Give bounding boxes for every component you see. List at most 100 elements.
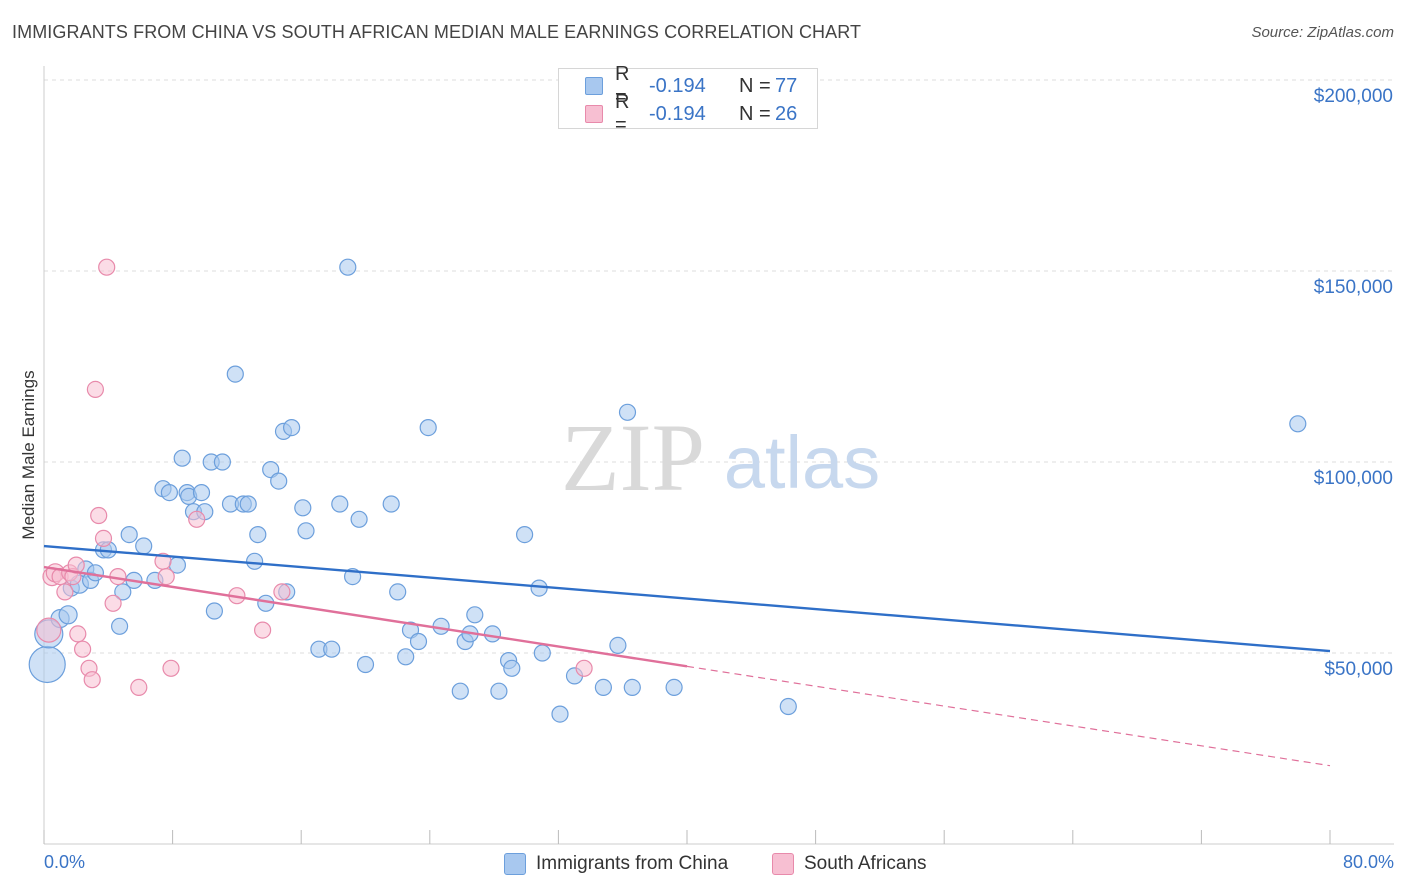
china-point — [294, 499, 312, 517]
china-point — [323, 640, 341, 658]
x-axis-min-label: 0.0% — [44, 852, 86, 872]
china-point — [409, 632, 428, 651]
south-african-point — [130, 678, 148, 697]
china-point — [350, 510, 368, 528]
south-african-point — [157, 567, 175, 586]
south-african-point — [162, 659, 180, 677]
south-african-point — [56, 583, 74, 601]
china-point — [515, 525, 534, 544]
legend-n-value: 77 — [775, 74, 798, 97]
south-african-point — [83, 671, 101, 689]
china-point — [297, 522, 315, 540]
source-credit: Source: ZipAtlas.com — [1251, 24, 1394, 41]
gridlines — [44, 79, 1394, 654]
correlation-legend: R = -0.194 N = 77 R = -0.194 N = 26 — [558, 63, 818, 136]
china-point — [451, 682, 469, 700]
china-point — [239, 495, 257, 513]
points — [28, 258, 1307, 723]
south-african-point — [73, 640, 92, 658]
bottom-legend-swatch-south-africans — [772, 853, 794, 875]
trend-lines — [43, 544, 1331, 767]
china-point — [623, 678, 641, 697]
axes — [43, 66, 1394, 845]
legend-r-value: -0.194 — [649, 74, 706, 97]
china-point — [270, 472, 288, 490]
china-point — [135, 537, 153, 555]
south-african-point — [86, 380, 105, 398]
south-african-point — [273, 583, 291, 601]
bottom-legend-south-africans: South Africans — [772, 852, 927, 876]
china-point — [58, 605, 78, 625]
south-african-point — [104, 594, 122, 612]
china-point — [339, 258, 357, 276]
legend-r-label: R = — [615, 63, 630, 108]
watermark-atlas: atlas — [724, 421, 880, 504]
china-point — [120, 525, 138, 544]
china-point — [397, 648, 415, 666]
china-point — [779, 697, 797, 716]
china-point — [213, 453, 231, 471]
legend-n-value: 26 — [775, 102, 798, 125]
south-african-point — [254, 621, 272, 639]
legend-swatch-south-africans — [585, 105, 603, 123]
china-point — [1289, 415, 1307, 433]
china-point — [110, 617, 129, 635]
south-african-point — [90, 506, 108, 525]
south-african-point — [69, 625, 87, 643]
china-point — [609, 636, 627, 655]
china-point — [331, 495, 349, 513]
x-axis-max-label: 80.0% — [1342, 852, 1394, 872]
legend-n-label: N = — [739, 102, 771, 125]
y-tick-label: $200,000 — [1313, 86, 1393, 107]
china-point — [249, 525, 267, 544]
chart-title: IMMIGRANTS FROM CHINA VS SOUTH AFRICAN M… — [12, 22, 862, 42]
china-point — [283, 419, 301, 437]
china-trend-line — [43, 544, 1331, 653]
bottom-legend-label: South Africans — [804, 853, 927, 874]
china-point — [160, 484, 178, 502]
south-african-trend-line — [43, 565, 688, 668]
china-point — [466, 606, 484, 624]
watermark-zip: ZIP — [561, 404, 705, 511]
south-african-point — [188, 510, 206, 528]
south-african-point — [36, 617, 62, 643]
south-african-trend-extension — [686, 665, 1331, 767]
legend-row-china: R = -0.194 N = 77 — [585, 63, 798, 108]
legend-row-south-africans: R = -0.194 N = 26 — [585, 91, 798, 136]
china-point — [28, 645, 66, 684]
china-point — [594, 678, 613, 697]
china-point — [483, 625, 502, 643]
china-point — [618, 403, 637, 421]
china-point — [382, 495, 400, 513]
china-point — [246, 552, 264, 570]
china-point — [665, 678, 683, 697]
china-point — [173, 449, 191, 467]
china-point — [419, 419, 437, 437]
china-point — [192, 484, 211, 502]
bottom-legend-china: Immigrants from China — [504, 852, 728, 876]
y-tick-label: $50,000 — [1324, 659, 1393, 680]
y-tick-label: $150,000 — [1313, 277, 1393, 298]
bottom-legend-label: Immigrants from China — [536, 853, 729, 874]
china-point — [86, 564, 105, 582]
bottom-legend-swatch-china — [504, 853, 526, 875]
china-point — [432, 617, 450, 635]
y-axis-label: Median Male Earnings — [19, 370, 38, 540]
china-point — [114, 583, 132, 601]
china-point — [205, 602, 223, 620]
china-point — [503, 659, 521, 677]
china-point — [356, 655, 375, 674]
legend-r-value: -0.194 — [649, 102, 706, 125]
south-african-point — [94, 529, 113, 548]
legend-r-label: R = — [615, 91, 630, 136]
china-point — [551, 705, 569, 723]
china-point — [389, 583, 407, 601]
china-point — [533, 644, 551, 662]
y-tick-label: $100,000 — [1313, 468, 1393, 489]
legend-n-label: N = — [739, 74, 771, 97]
china-point — [490, 682, 508, 700]
china-point — [226, 365, 244, 383]
south-african-point — [575, 659, 593, 677]
south-african-point — [98, 258, 116, 276]
